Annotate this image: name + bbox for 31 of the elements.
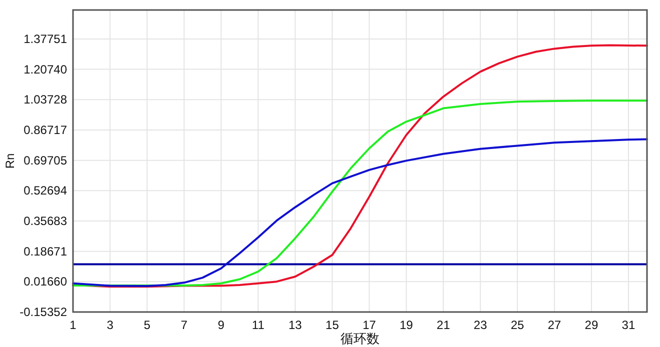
x-tick-label: 19 (400, 318, 414, 332)
x-tick-label: 13 (288, 318, 302, 332)
x-tick-label: 21 (436, 318, 450, 332)
y-tick-label: -0.15352 (20, 305, 68, 319)
x-tick-label: 11 (252, 318, 265, 332)
x-tick-label: 5 (144, 318, 151, 332)
y-tick-label: 1.37751 (24, 32, 68, 46)
x-tick-label: 29 (584, 318, 598, 332)
y-tick-label: 0.86717 (24, 122, 68, 137)
x-tick-label: 3 (106, 318, 114, 332)
x-tick-label: 9 (218, 318, 225, 332)
x-tick-label: 31 (622, 318, 636, 332)
line-series (72, 138, 648, 288)
line-series (72, 44, 648, 288)
x-tick-label: 17 (362, 318, 376, 332)
y-tick-label: 1.20740 (24, 62, 68, 76)
x-tick-label: 1 (70, 318, 77, 332)
x-tick-label: 7 (180, 318, 188, 332)
y-axis-title: Rn (3, 153, 17, 169)
y-tick-label: 0.52694 (24, 184, 68, 198)
x-tick-label: 15 (326, 318, 340, 332)
y-tick-label: 0.69705 (24, 153, 68, 168)
x-axis-title: 循环数 (340, 332, 380, 347)
y-tick-label: 0.01660 (24, 274, 68, 289)
x-tick-label: 25 (510, 318, 524, 332)
y-tick-label: 1.03728 (24, 92, 68, 107)
x-tick-label: 23 (474, 318, 488, 332)
x-tick-label: 27 (548, 318, 562, 332)
line-series (72, 100, 648, 287)
y-tick-label: 0.35683 (24, 214, 68, 228)
y-tick-label: 0.18671 (24, 244, 68, 258)
